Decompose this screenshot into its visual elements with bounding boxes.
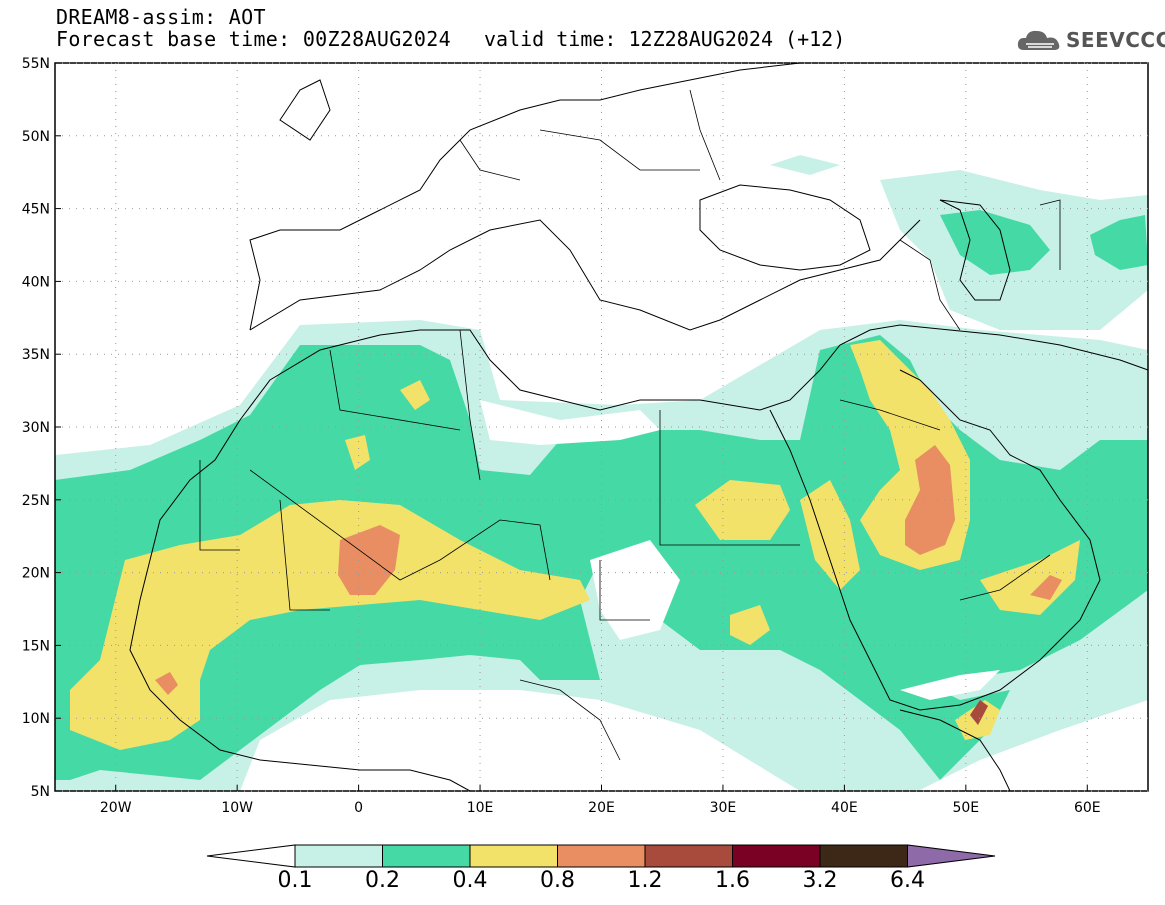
lat-label: 15N — [22, 638, 50, 654]
cloud-icon — [1017, 30, 1060, 50]
aot-gap-libya — [480, 400, 660, 445]
lat-label: 45N — [22, 202, 50, 218]
lat-label: 30N — [22, 420, 50, 436]
lon-label: 0 — [354, 800, 363, 816]
aot-band-0-4-westafrica — [70, 500, 590, 750]
aot-band-0-4-sudan — [730, 605, 770, 645]
colorbar-segment — [294, 844, 383, 868]
lon-label: 30E — [710, 800, 737, 816]
lon-label: 60E — [1074, 800, 1101, 816]
colorbar-label: 0.1 — [277, 868, 313, 893]
colorbar-label: 1.6 — [715, 868, 750, 893]
lat-label: 10N — [22, 711, 50, 727]
lon-label: 10W — [221, 800, 253, 816]
colorbar-arrow-low — [206, 844, 296, 868]
colorbar-label: 1.2 — [627, 868, 663, 893]
colorbar-segment — [732, 844, 821, 868]
colorbar-label: 0.8 — [540, 868, 575, 893]
map-title: DREAM8-assim: AOT — [56, 5, 266, 29]
lat-label: 25N — [22, 493, 50, 509]
aot-band-0-8-guinea — [155, 672, 178, 695]
lon-label: 40E — [831, 800, 858, 816]
lat-label: 55N — [22, 56, 50, 72]
lat-label: 5N — [31, 784, 50, 800]
aot-band-0-2-caspian — [940, 210, 1050, 275]
colorbar-labels: 0.1 0.2 0.4 0.8 1.2 1.6 3.2 6.4 — [0, 868, 1165, 898]
logo-text: SEEVCCC — [1066, 28, 1165, 52]
colorbar-segment — [557, 844, 646, 868]
forecast-base-time: Forecast base time: 00Z28AUG2024 — [56, 27, 451, 51]
colorbar-label: 0.4 — [452, 868, 488, 893]
lat-label: 50N — [22, 129, 50, 145]
lat-label: 35N — [22, 347, 50, 363]
latitude-labels: 55N 50N 45N 40N 35N 30N 25N 20N 15N 10N 5N — [22, 56, 61, 800]
colorbar-label: 0.2 — [365, 868, 400, 893]
lon-label: 50E — [952, 800, 979, 816]
aot-band-0-4-algeria — [400, 380, 430, 410]
lat-label: 40N — [22, 274, 50, 290]
seevccc-logo: SEEVCCC — [1016, 26, 1165, 56]
colorbar-segment — [819, 844, 908, 868]
aot-gap-sudan — [590, 540, 680, 640]
aot-band-0-4-egypt — [695, 480, 790, 540]
aot-band-0-1-black-sea — [770, 155, 840, 175]
lat-label: 20N — [22, 566, 50, 582]
coastlines — [129, 63, 1148, 791]
colorbar-segment — [382, 844, 471, 868]
aot-band-0-4-redsea — [800, 480, 860, 590]
aot-band-0-4-algeria2 — [345, 435, 370, 470]
valid-time: valid time: 12Z28AUG2024 (+12) — [484, 27, 846, 51]
aot-band-0-4-oman — [980, 540, 1080, 615]
colorbar — [206, 844, 996, 868]
colorbar-segment — [644, 844, 733, 868]
aot-band-1-2-somalia — [970, 700, 988, 725]
lon-label: 20W — [100, 800, 132, 816]
lon-label: 10E — [467, 800, 494, 816]
lon-label: 20E — [588, 800, 615, 816]
country-borders — [199, 89, 1061, 761]
aot-gap-arabian-sea — [900, 670, 1000, 700]
graticule — [55, 62, 1148, 792]
colorbar-segment — [469, 844, 558, 868]
aot-band-0-8-oman — [1030, 575, 1062, 600]
colorbar-label: 3.2 — [802, 868, 838, 893]
colorbar-label: 6.4 — [890, 868, 925, 893]
colorbar-arrow-high — [907, 844, 996, 868]
longitude-labels: 20W 10W 0 10E 20E 30E 40E 50E 60E — [100, 785, 1101, 816]
aot-band-0-2-east — [1090, 215, 1148, 270]
aot-band-0-8-mali — [338, 525, 400, 595]
